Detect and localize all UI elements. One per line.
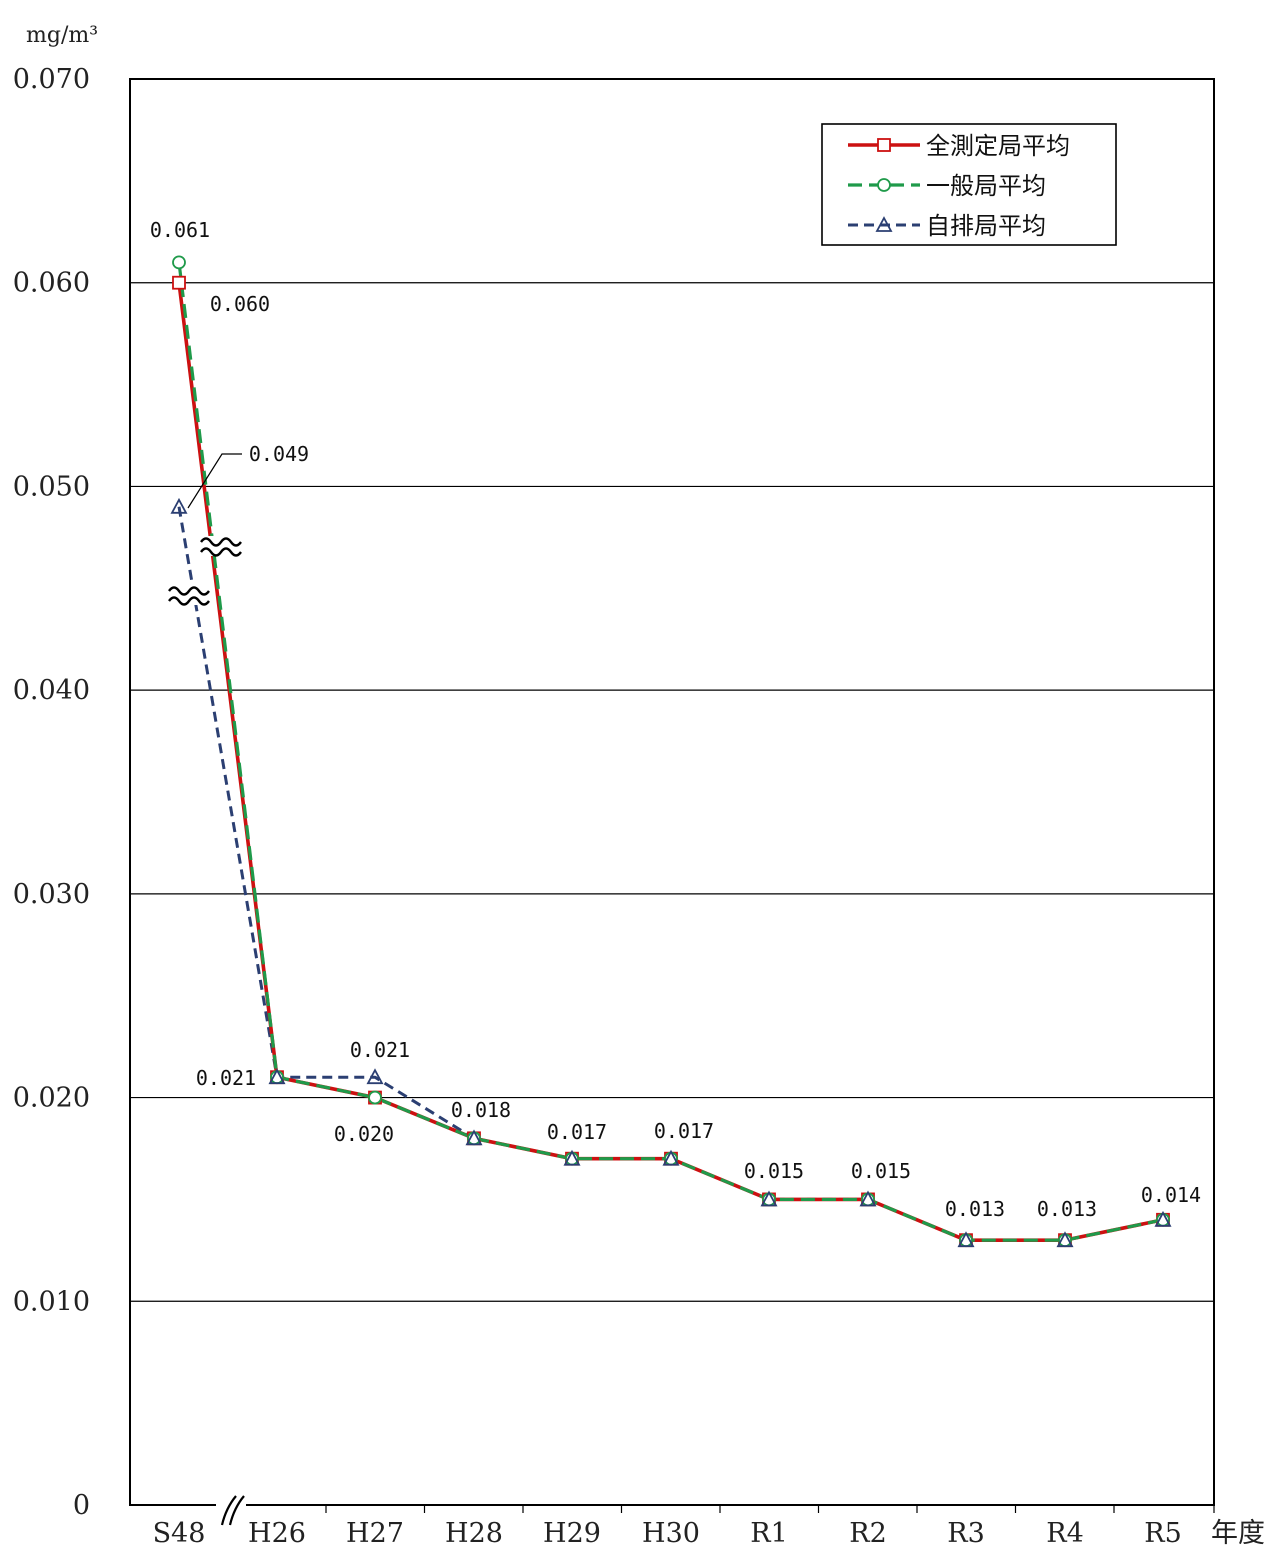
data-label: 0.015 (744, 1159, 804, 1183)
data-point-triangle (268, 1068, 286, 1085)
data-point-triangle (859, 1190, 877, 1207)
data-point-triangle (1056, 1231, 1074, 1248)
y-tick-label: 0.030 (13, 879, 90, 910)
data-label: 0.021 (196, 1066, 256, 1090)
data-label: 0.049 (249, 442, 309, 466)
data-point-triangle (957, 1231, 975, 1248)
data-label: 0.061 (150, 218, 210, 242)
data-point-circle (368, 1090, 382, 1105)
y-tick-label: 0.020 (13, 1083, 90, 1114)
y-tick-label: 0 (73, 1490, 90, 1521)
x-tick-label: H28 (445, 1518, 503, 1549)
data-label: 0.017 (547, 1120, 607, 1144)
x-tick-label: H26 (248, 1518, 306, 1549)
data-point-triangle (563, 1149, 581, 1166)
data-label: 0.013 (945, 1197, 1005, 1221)
legend-label: 全測定局平均 (926, 132, 1070, 160)
data-label: 0.020 (334, 1122, 394, 1146)
y-unit-label: mg/m³ (26, 23, 98, 48)
data-label: 0.013 (1037, 1197, 1097, 1221)
legend-label: 一般局平均 (926, 172, 1046, 200)
x-tick-label: S48 (153, 1518, 206, 1549)
data-point-triangle (465, 1129, 483, 1146)
x-tick-label: H30 (642, 1518, 700, 1549)
series-break-icon (168, 586, 210, 606)
data-point-square (877, 138, 891, 152)
series-break-icon (200, 537, 242, 557)
data-point-triangle (170, 497, 188, 514)
x-tick-label: R1 (750, 1518, 788, 1549)
data-label: 0.021 (350, 1038, 410, 1062)
data-label: 0.060 (210, 292, 270, 316)
x-tick-label: R4 (1046, 1518, 1084, 1549)
data-point-triangle (1154, 1210, 1172, 1227)
data-point-square (172, 275, 186, 290)
axis-break-icon (220, 1495, 245, 1526)
y-tick-label: 0.060 (13, 268, 90, 299)
data-point-circle (172, 255, 186, 270)
data-point-triangle (366, 1068, 384, 1085)
data-point-triangle (662, 1149, 680, 1166)
y-tick-label: 0.040 (13, 675, 90, 706)
data-label: 0.017 (654, 1119, 714, 1143)
x-tick-label: H29 (543, 1518, 601, 1549)
legend-label: 自排局平均 (926, 212, 1046, 240)
plot-frame (129, 78, 1215, 1506)
x-tick-label: R2 (849, 1518, 887, 1549)
x-tick-label: H27 (346, 1518, 404, 1549)
x-tick-label: R3 (947, 1518, 985, 1549)
data-point-circle (877, 178, 891, 192)
x-axis-title: 年度 (1211, 1518, 1265, 1549)
data-label-leader (187, 453, 242, 509)
data-label: 0.018 (451, 1098, 511, 1122)
y-tick-label: 0.050 (13, 471, 90, 502)
data-label: 0.015 (851, 1159, 911, 1183)
data-point-triangle (875, 216, 893, 232)
x-tick-label: R5 (1144, 1518, 1182, 1549)
data-label: 0.014 (1141, 1183, 1201, 1207)
y-tick-label: 0.070 (13, 64, 90, 95)
data-point-triangle (760, 1190, 778, 1207)
y-tick-label: 0.010 (13, 1286, 90, 1317)
